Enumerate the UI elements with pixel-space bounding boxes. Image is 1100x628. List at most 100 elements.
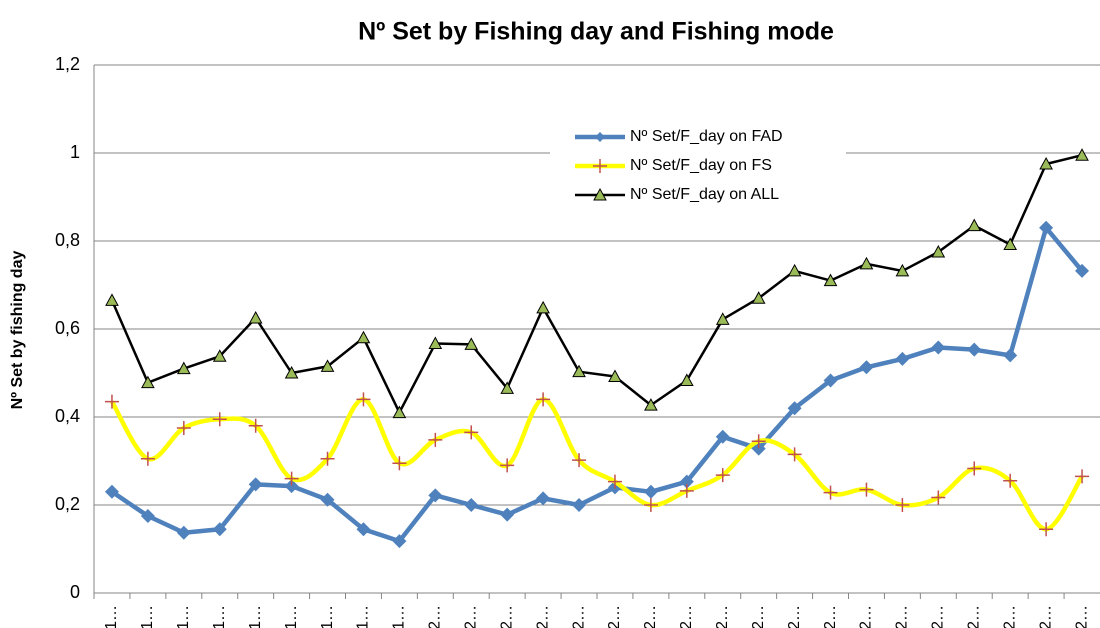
y-axis-title: Nº Set by fishing day — [9, 251, 26, 410]
marker — [679, 373, 694, 386]
marker — [1003, 348, 1018, 363]
marker — [140, 451, 155, 466]
marker — [212, 522, 227, 537]
x-tick-label: 2… — [462, 605, 479, 628]
marker — [536, 491, 551, 506]
marker — [141, 375, 155, 389]
marker — [895, 263, 910, 277]
x-tick-label: 2… — [498, 605, 515, 628]
x-tick-label: 2… — [427, 605, 444, 628]
series-line — [110, 225, 1084, 544]
marker — [284, 471, 299, 486]
x-tick-label: 1… — [391, 605, 408, 628]
x-tick-label: 2… — [965, 605, 982, 628]
marker — [140, 509, 155, 523]
marker — [536, 300, 550, 314]
x-tick-label: 2… — [534, 605, 551, 628]
y-tick-label: 0,2 — [55, 494, 80, 514]
marker — [176, 361, 191, 375]
series-line — [110, 397, 1084, 532]
legend-label: Nº Set/F_day on FAD — [630, 128, 783, 145]
marker — [1039, 220, 1054, 235]
marker — [104, 394, 119, 409]
x-tick-label: 1… — [103, 605, 120, 628]
y-tick-label: 1 — [70, 142, 80, 162]
x-tick-label: 2… — [1073, 605, 1090, 628]
marker — [643, 498, 658, 512]
legend-marker — [593, 187, 607, 201]
marker — [967, 342, 982, 357]
series-line — [110, 153, 1083, 414]
marker — [823, 373, 838, 388]
x-tick-label: 2… — [822, 605, 839, 628]
x-tick-label: 1… — [319, 605, 336, 628]
marker — [859, 482, 874, 497]
marker — [105, 293, 119, 306]
marker — [787, 263, 802, 277]
y-tick-label: 0,8 — [55, 230, 80, 250]
marker — [679, 483, 694, 498]
marker — [428, 336, 443, 350]
x-tick-label: 2… — [606, 605, 623, 628]
marker — [1075, 148, 1089, 161]
marker — [536, 392, 551, 407]
marker — [320, 451, 335, 466]
x-tick-label: 2… — [894, 605, 911, 628]
marker — [823, 273, 838, 287]
legend-label: Nº Set/F_day on ALL — [630, 186, 779, 203]
marker — [823, 485, 838, 500]
marker — [104, 484, 119, 499]
marker — [500, 458, 515, 473]
marker — [320, 492, 335, 507]
marker — [931, 340, 946, 355]
marker — [787, 447, 802, 462]
legend-marker — [593, 159, 607, 173]
marker — [356, 330, 371, 344]
marker — [1039, 156, 1053, 170]
marker — [715, 429, 730, 444]
marker — [572, 498, 587, 512]
marker — [1003, 473, 1018, 488]
marker — [176, 421, 191, 435]
marker — [428, 432, 443, 447]
marker — [356, 522, 371, 537]
marker — [1039, 522, 1054, 537]
x-tick-label: 2… — [714, 605, 731, 628]
marker — [212, 349, 227, 362]
marker — [320, 359, 335, 372]
x-tick-label: 2… — [678, 605, 695, 628]
marker — [1075, 469, 1090, 484]
x-tick-label: 1… — [211, 605, 228, 628]
marker — [931, 244, 946, 258]
marker — [608, 369, 622, 383]
marker — [679, 474, 694, 489]
marker — [392, 534, 407, 549]
marker — [284, 365, 299, 379]
marker — [500, 507, 515, 522]
marker — [428, 488, 443, 503]
x-tick-label: 2… — [930, 605, 947, 628]
y-tick-label: 0,6 — [55, 318, 80, 338]
marker — [967, 461, 982, 476]
x-tick-label: 2… — [858, 605, 875, 628]
x-tick-label: 1… — [247, 605, 264, 628]
x-tick-label: 2… — [1037, 605, 1054, 628]
marker — [1075, 263, 1090, 278]
marker — [572, 364, 586, 378]
marker — [392, 405, 407, 419]
marker — [176, 525, 191, 540]
x-tick-label: 2… — [786, 605, 803, 628]
marker — [644, 398, 658, 411]
marker — [967, 218, 982, 232]
y-tick-label: 1,2 — [55, 54, 80, 74]
x-tick-label: 1… — [175, 605, 192, 628]
x-tick-label: 2… — [1001, 605, 1018, 628]
marker — [464, 498, 479, 512]
marker — [284, 479, 299, 494]
marker — [715, 468, 730, 483]
x-tick-label: 2… — [750, 605, 767, 628]
legend-marker — [595, 132, 605, 142]
marker — [607, 474, 622, 489]
marker — [787, 401, 802, 416]
